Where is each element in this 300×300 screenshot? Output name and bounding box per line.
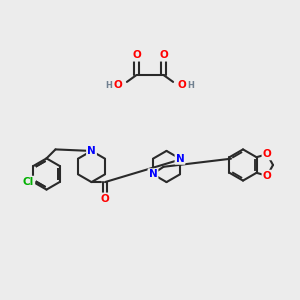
Text: O: O bbox=[178, 80, 187, 91]
Text: H: H bbox=[106, 81, 112, 90]
Text: O: O bbox=[113, 80, 122, 91]
Text: O: O bbox=[159, 50, 168, 61]
Text: N: N bbox=[87, 146, 96, 156]
Text: O: O bbox=[100, 194, 109, 204]
Text: Cl: Cl bbox=[23, 177, 34, 187]
Text: N: N bbox=[148, 169, 158, 179]
Text: H: H bbox=[188, 81, 194, 90]
Text: O: O bbox=[262, 149, 272, 159]
Text: N: N bbox=[176, 154, 184, 164]
Text: O: O bbox=[132, 50, 141, 61]
Text: O: O bbox=[262, 171, 272, 181]
